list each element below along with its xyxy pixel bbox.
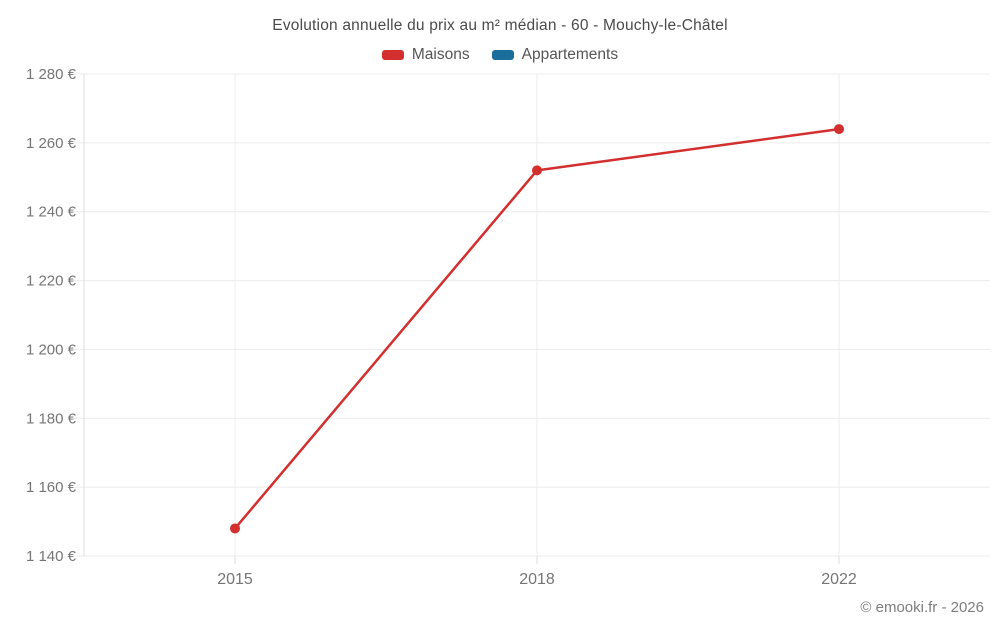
legend-item-appartements[interactable]: Appartements xyxy=(491,46,619,64)
y-axis-label: 1 200 € xyxy=(26,341,77,358)
data-point-maisons-2015[interactable] xyxy=(230,523,240,534)
data-point-maisons-2018[interactable] xyxy=(532,165,542,176)
legend-swatch-maisons xyxy=(381,50,404,60)
y-axis-label: 1 260 € xyxy=(26,135,77,152)
legend-swatch-appartements xyxy=(491,50,514,60)
legend: Maisons Appartements xyxy=(0,46,1000,64)
legend-label-maisons: Maisons xyxy=(411,46,470,63)
y-axis-label: 1 220 € xyxy=(26,273,77,290)
chart-title: Evolution annuelle du prix au m² médian … xyxy=(272,17,728,34)
y-axis-label: 1 160 € xyxy=(26,479,77,496)
x-axis-label: 2015 xyxy=(217,571,253,588)
legend-label-appartements: Appartements xyxy=(521,46,619,63)
data-point-maisons-2022[interactable] xyxy=(834,124,844,135)
y-axis-label: 1 180 € xyxy=(26,410,77,427)
legend-item-maisons[interactable]: Maisons xyxy=(381,46,470,64)
copyright-attribution: © emooki.fr - 2026 xyxy=(860,599,984,616)
y-axis-label: 1 140 € xyxy=(26,548,77,565)
x-axis-label: 2022 xyxy=(821,571,857,588)
y-axis-label: 1 280 € xyxy=(26,66,77,83)
x-axis-label: 2018 xyxy=(519,571,555,588)
y-axis-label: 1 240 € xyxy=(26,204,77,221)
